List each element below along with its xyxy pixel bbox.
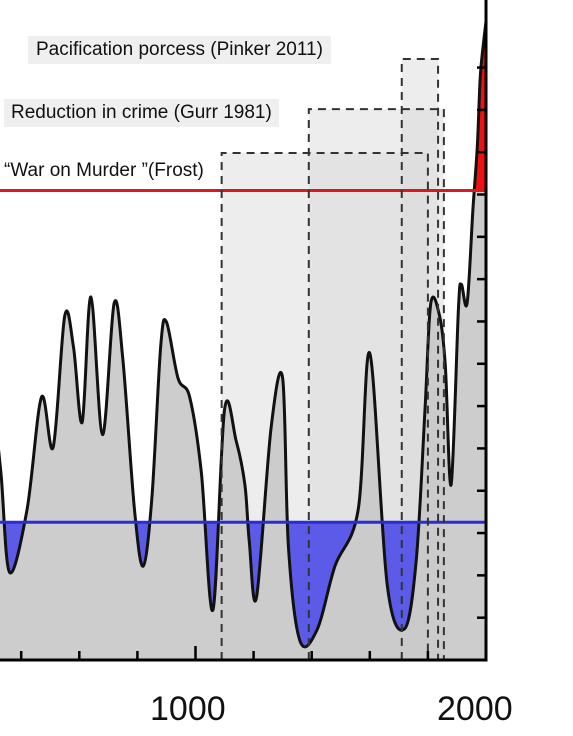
box-label-gurr: Reduction in crime (Gurr 1981) <box>4 99 279 127</box>
axes <box>0 0 488 662</box>
period-box-outlines <box>220 58 445 660</box>
period-box-outline-2 <box>400 58 440 660</box>
box-label-pinker: Pacification porcess (Pinker 2011) <box>28 36 331 64</box>
box-label-frost: “War on Murder ”(Frost) <box>0 157 208 185</box>
period-box-outline-1 <box>307 108 445 660</box>
data-area <box>0 21 488 660</box>
x-tick-label-2000: 2000 <box>437 690 513 728</box>
series-line <box>0 21 488 649</box>
period-box-outline-0 <box>220 151 429 660</box>
area-fill <box>0 21 486 660</box>
x-tick-label-1000: 1000 <box>150 690 226 728</box>
below-threshold-fill <box>4 522 420 647</box>
